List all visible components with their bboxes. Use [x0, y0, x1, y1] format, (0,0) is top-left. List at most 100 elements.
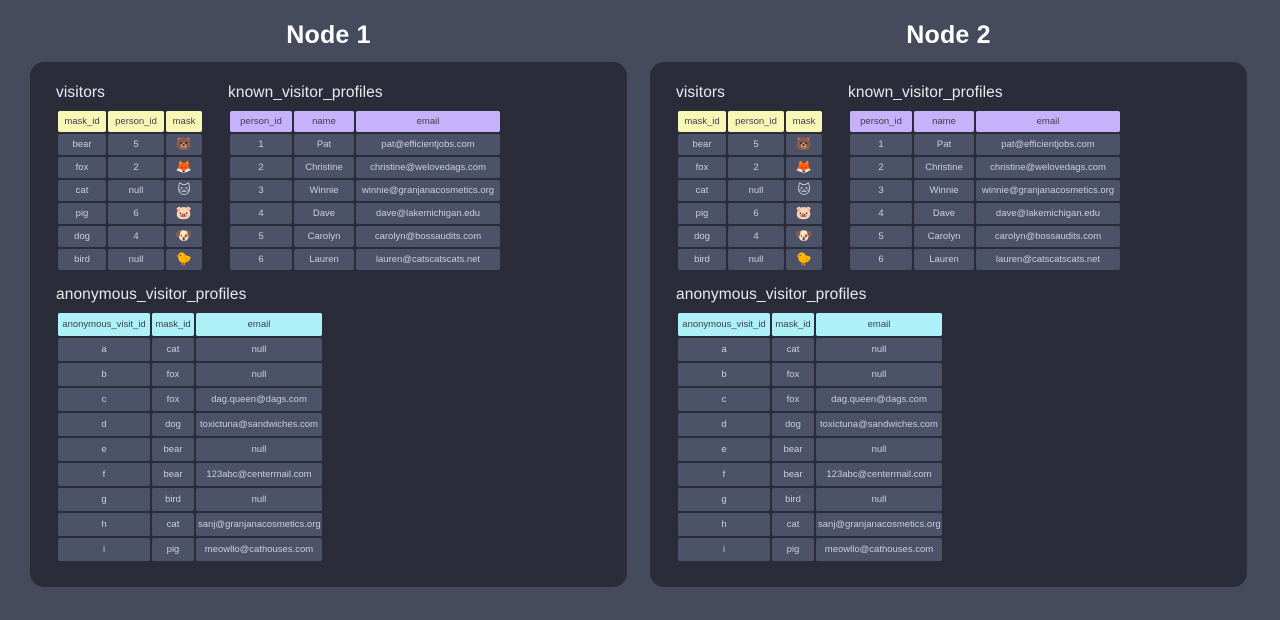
- table-row[interactable]: cat null 🐱: [58, 180, 202, 201]
- table-row[interactable]: b fox null: [678, 363, 942, 386]
- cell-anonymous_visit_id: e: [58, 438, 150, 461]
- table-row[interactable]: 2 Christine christine@welovedags.com: [850, 157, 1120, 178]
- table-row[interactable]: 4 Dave dave@lakemichigan.edu: [850, 203, 1120, 224]
- column-header-person_id[interactable]: person_id: [728, 111, 784, 132]
- column-header-email[interactable]: email: [976, 111, 1120, 132]
- table-row[interactable]: 1 Pat pat@efficientjobs.com: [850, 134, 1120, 155]
- cell-anonymous_visit_id: a: [678, 338, 770, 361]
- cell-email: null: [816, 488, 942, 511]
- table-row[interactable]: cat null 🐱: [678, 180, 822, 201]
- cell-mask_id: fox: [152, 388, 194, 411]
- table-row[interactable]: bird null 🐤: [58, 249, 202, 270]
- table-row[interactable]: h cat sanj@granjanacosmetics.org: [58, 513, 322, 536]
- cell-mask_id: bear: [772, 438, 814, 461]
- column-header-person_id[interactable]: person_id: [108, 111, 164, 132]
- cell-person_id: 1: [850, 134, 912, 155]
- table-row[interactable]: 2 Christine christine@welovedags.com: [230, 157, 500, 178]
- cell-name: Lauren: [294, 249, 354, 270]
- column-header-email[interactable]: email: [816, 313, 942, 336]
- cell-mask_id: cat: [772, 513, 814, 536]
- cell-name: Dave: [914, 203, 974, 224]
- table-block-visitors: visitors mask_id person_id mask bear 5 🐻 fox 2 🦊 c…: [56, 84, 204, 272]
- table-row[interactable]: d dog toxictuna@sandwiches.com: [58, 413, 322, 436]
- cell-email: sanj@granjanacosmetics.org: [196, 513, 322, 536]
- cell-mask: 🐷: [166, 203, 202, 224]
- cell-anonymous_visit_id: c: [678, 388, 770, 411]
- cell-mask: 🐱: [166, 180, 202, 201]
- cell-anonymous_visit_id: e: [678, 438, 770, 461]
- column-header-mask_id[interactable]: mask_id: [152, 313, 194, 336]
- table-row[interactable]: c fox dag.queen@dags.com: [678, 388, 942, 411]
- table-row[interactable]: pig 6 🐷: [58, 203, 202, 224]
- table-row[interactable]: 4 Dave dave@lakemichigan.edu: [230, 203, 500, 224]
- table-block-anonymous_visitor_profiles: anonymous_visitor_profiles anonymous_visi…: [676, 286, 1221, 563]
- cell-email: null: [196, 438, 322, 461]
- column-header-mask_id[interactable]: mask_id: [772, 313, 814, 336]
- cell-person_id: 5: [108, 134, 164, 155]
- cell-mask_id: fox: [58, 157, 106, 178]
- cell-email: toxictuna@sandwiches.com: [816, 413, 942, 436]
- table-row[interactable]: fox 2 🦊: [678, 157, 822, 178]
- column-header-email[interactable]: email: [196, 313, 322, 336]
- cell-person_id: 4: [728, 226, 784, 247]
- cell-email: carolyn@bossaudits.com: [976, 226, 1120, 247]
- column-header-name[interactable]: name: [294, 111, 354, 132]
- table-row[interactable]: bear 5 🐻: [678, 134, 822, 155]
- cell-mask_id: dog: [152, 413, 194, 436]
- table-row[interactable]: e bear null: [58, 438, 322, 461]
- table-row[interactable]: i pig meowllo@cathouses.com: [678, 538, 942, 561]
- table-row[interactable]: bird null 🐤: [678, 249, 822, 270]
- column-header-mask_id[interactable]: mask_id: [58, 111, 106, 132]
- table-title-visitors: visitors: [56, 84, 106, 101]
- table-row[interactable]: i pig meowllo@cathouses.com: [58, 538, 322, 561]
- table-row[interactable]: b fox null: [58, 363, 322, 386]
- table-row[interactable]: 5 Carolyn carolyn@bossaudits.com: [230, 226, 500, 247]
- table-row[interactable]: dog 4 🐶: [678, 226, 822, 247]
- node-panel-1: Node 1 visitors mask_id person_id mask bear 5 🐻…: [30, 0, 627, 620]
- cell-person_id: null: [108, 249, 164, 270]
- table-row[interactable]: a cat null: [678, 338, 942, 361]
- column-header-mask_id[interactable]: mask_id: [678, 111, 726, 132]
- table-row[interactable]: a cat null: [58, 338, 322, 361]
- table-row[interactable]: fox 2 🦊: [58, 157, 202, 178]
- table-row[interactable]: bear 5 🐻: [58, 134, 202, 155]
- cell-anonymous_visit_id: g: [58, 488, 150, 511]
- table-row[interactable]: h cat sanj@granjanacosmetics.org: [678, 513, 942, 536]
- cell-mask_id: fox: [152, 363, 194, 386]
- table-row[interactable]: 3 Winnie winnie@granjanacosmetics.org: [230, 180, 500, 201]
- cell-anonymous_visit_id: i: [58, 538, 150, 561]
- table-row[interactable]: pig 6 🐷: [678, 203, 822, 224]
- table-row[interactable]: 5 Carolyn carolyn@bossaudits.com: [850, 226, 1120, 247]
- table-row[interactable]: f bear 123abc@centermail.com: [678, 463, 942, 486]
- column-header-mask[interactable]: mask: [786, 111, 822, 132]
- table-row[interactable]: g bird null: [58, 488, 322, 511]
- column-header-email[interactable]: email: [356, 111, 500, 132]
- column-header-mask[interactable]: mask: [166, 111, 202, 132]
- node-title: Node 2: [906, 21, 991, 49]
- cell-email: null: [196, 338, 322, 361]
- table-row[interactable]: 3 Winnie winnie@granjanacosmetics.org: [850, 180, 1120, 201]
- column-header-person_id[interactable]: person_id: [850, 111, 912, 132]
- table-row[interactable]: dog 4 🐶: [58, 226, 202, 247]
- table-row[interactable]: 6 Lauren lauren@catscatscats.net: [850, 249, 1120, 270]
- column-header-person_id[interactable]: person_id: [230, 111, 292, 132]
- cell-person_id: 6: [230, 249, 292, 270]
- cell-email: carolyn@bossaudits.com: [356, 226, 500, 247]
- table-row[interactable]: f bear 123abc@centermail.com: [58, 463, 322, 486]
- column-header-anonymous_visit_id[interactable]: anonymous_visit_id: [58, 313, 150, 336]
- table-row[interactable]: d dog toxictuna@sandwiches.com: [678, 413, 942, 436]
- table-row[interactable]: g bird null: [678, 488, 942, 511]
- column-header-anonymous_visit_id[interactable]: anonymous_visit_id: [678, 313, 770, 336]
- cell-email: dave@lakemichigan.edu: [976, 203, 1120, 224]
- table-row[interactable]: 1 Pat pat@efficientjobs.com: [230, 134, 500, 155]
- cell-anonymous_visit_id: h: [678, 513, 770, 536]
- cell-person_id: 6: [850, 249, 912, 270]
- table-row[interactable]: e bear null: [678, 438, 942, 461]
- cell-email: dag.queen@dags.com: [816, 388, 942, 411]
- cell-mask_id: bear: [152, 463, 194, 486]
- column-header-name[interactable]: name: [914, 111, 974, 132]
- table-row[interactable]: 6 Lauren lauren@catscatscats.net: [230, 249, 500, 270]
- cell-mask_id: bear: [152, 438, 194, 461]
- table-row[interactable]: c fox dag.queen@dags.com: [58, 388, 322, 411]
